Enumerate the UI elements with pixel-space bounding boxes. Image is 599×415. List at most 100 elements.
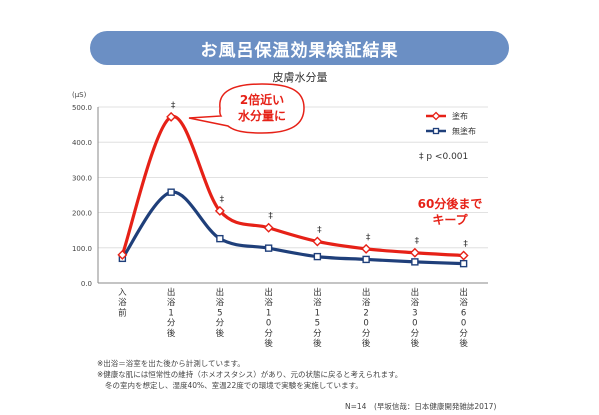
- footnotes: ※出浴＝浴室を出た後から計測しています。 ※健康な肌には恒常性の維持（ホメオスタ…: [97, 358, 402, 391]
- data-point: [409, 247, 420, 258]
- data-point: [411, 258, 419, 266]
- x-tick-char: 0: [412, 319, 417, 329]
- y-tick-label: 0.0: [81, 280, 92, 288]
- significance-mark: ‡: [463, 240, 468, 250]
- x-tick-char: 6: [461, 308, 466, 318]
- title-banner: お風呂保温効果検証結果: [90, 31, 509, 65]
- footnote-3: 冬の室内を想定し、湿度40%、室温22度での環境で実験を実施しています。: [105, 381, 363, 390]
- y-tick-label: 300.0: [72, 174, 92, 182]
- x-tick-char: 5: [315, 319, 320, 329]
- x-tick-char: 出: [362, 287, 371, 298]
- x-tick-char: 浴: [216, 297, 225, 308]
- x-tick-char: 後: [362, 338, 371, 349]
- x-tick-char: 後: [216, 328, 225, 339]
- x-tick-char: 浴: [118, 297, 127, 308]
- x-tick-char: 分: [313, 329, 322, 339]
- x-tick-char: 出: [167, 287, 176, 298]
- x-tick-char: 1: [266, 308, 271, 318]
- x-tick-char: 出: [264, 287, 273, 298]
- significance-mark: ‡: [317, 225, 322, 235]
- x-tick-char: 分: [411, 329, 420, 339]
- significance-legend: ‡ p <0.001: [419, 152, 468, 162]
- source-note: N=14 (早坂信哉：日本健康開発雑誌2017): [345, 402, 497, 411]
- y-axis-label: (μS): [72, 91, 87, 99]
- annotation-line-1: 60分後まで: [418, 196, 483, 211]
- data-point: [214, 205, 225, 216]
- data-point: [458, 250, 469, 261]
- x-tick-char: 0: [363, 319, 368, 329]
- x-tick-char: 1: [168, 308, 173, 318]
- y-tick-label: 400.0: [72, 139, 92, 147]
- x-tick-char: 0: [461, 319, 466, 329]
- callout-bubble: [188, 83, 305, 134]
- legend-label: 無塗布: [452, 126, 476, 136]
- data-point: [459, 259, 468, 268]
- significance-mark: ‡: [171, 101, 176, 111]
- series-line: [120, 115, 464, 258]
- x-tick-label: 入浴前: [118, 288, 127, 318]
- chart-title: 皮膚水分量: [273, 70, 328, 84]
- x-tick-char: 3: [412, 308, 417, 318]
- x-tick-char: 出: [411, 287, 420, 298]
- x-tick-char: 後: [313, 338, 322, 349]
- x-tick-char: 後: [459, 338, 468, 349]
- x-tick-char: 0: [266, 319, 271, 329]
- x-tick-char: 後: [411, 338, 420, 349]
- data-point: [312, 236, 323, 247]
- data-point: [166, 111, 177, 122]
- data-point: [167, 188, 175, 196]
- significance-mark: ‡: [268, 212, 273, 222]
- x-tick-char: 後: [264, 338, 273, 349]
- data-point: [264, 244, 273, 252]
- x-tick-char: 分: [216, 319, 225, 329]
- x-tick-char: 後: [167, 328, 176, 339]
- x-tick-char: 前: [118, 307, 127, 318]
- x-tick-char: 浴: [264, 297, 273, 308]
- footnote-1: ※出浴＝浴室を出た後から計測しています。: [97, 359, 245, 368]
- x-tick-char: 出: [459, 287, 468, 298]
- x-tick-char: 出: [313, 287, 322, 298]
- legend-marker: [432, 127, 440, 135]
- data-point: [361, 243, 372, 254]
- data-point: [263, 222, 274, 233]
- x-tick-char: 分: [362, 329, 371, 339]
- x-tick-char: 浴: [167, 297, 176, 308]
- data-point: [216, 234, 224, 243]
- data-point: [362, 255, 370, 264]
- legend-label: 塗布: [452, 111, 468, 121]
- callout-line-1: 2倍近い: [240, 92, 284, 107]
- x-tick-char: 出: [216, 287, 225, 298]
- x-tick-char: 分: [264, 329, 273, 339]
- y-tick-label: 200.0: [72, 210, 92, 218]
- x-tick-char: 5: [217, 308, 222, 318]
- significance-mark: ‡: [366, 233, 371, 243]
- x-tick-char: 浴: [313, 297, 322, 308]
- x-tick-char: 浴: [459, 297, 468, 308]
- significance-mark: ‡: [415, 237, 420, 247]
- x-tick-char: 2: [363, 308, 368, 318]
- callout-line-2: 水分量に: [238, 108, 286, 123]
- y-tick-label: 100.0: [72, 245, 92, 253]
- y-tick-label: 500.0: [72, 104, 92, 112]
- x-tick-char: 分: [167, 319, 176, 329]
- x-tick-char: 1: [315, 308, 320, 318]
- data-point: [313, 252, 322, 261]
- legend-marker: [431, 111, 441, 121]
- footnote-2: ※健康な肌には恒常性の維持（ホメオスタシス）があり、元の状態に戻ると考えられます…: [97, 370, 403, 379]
- banner-title: お風呂保温効果検証結果: [200, 40, 399, 61]
- x-tick-char: 浴: [411, 297, 420, 308]
- data-point: [117, 249, 128, 260]
- significance-mark: ‡: [220, 195, 225, 205]
- annotation-line-2: キープ: [432, 212, 468, 227]
- x-tick-char: 分: [459, 329, 468, 339]
- x-tick-char: 浴: [362, 297, 371, 308]
